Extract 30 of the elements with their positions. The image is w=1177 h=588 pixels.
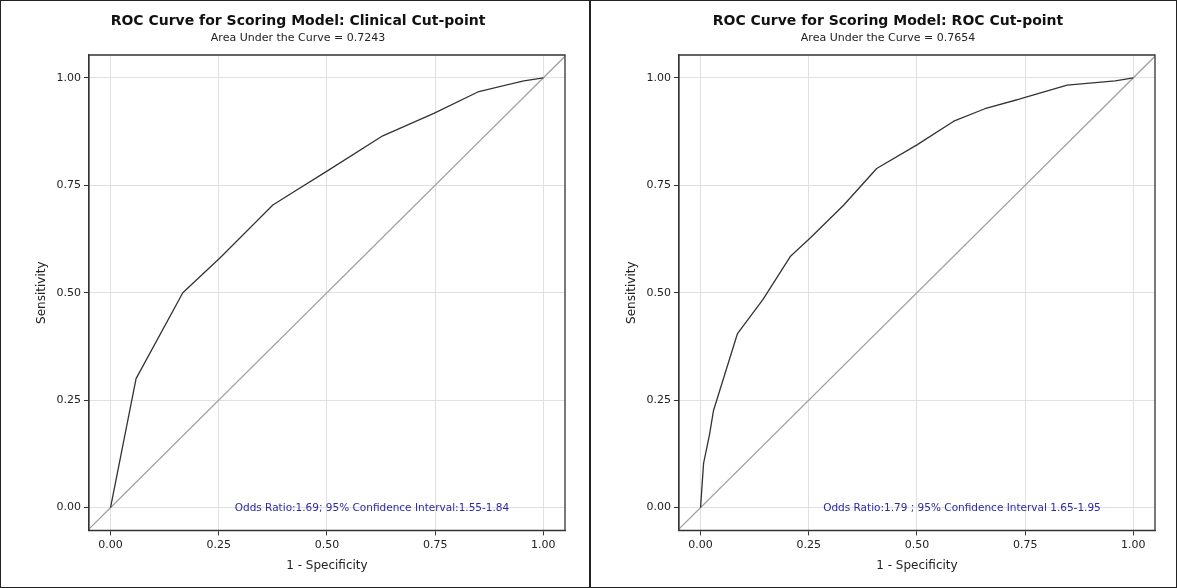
y-tick-label: 1.00 xyxy=(56,70,81,84)
x-tick-label: 0.00 xyxy=(687,537,713,551)
x-tick-label: 0.75 xyxy=(1012,537,1037,551)
x-axis-title: 1 - Specificity xyxy=(875,557,958,572)
chart-subtitle: Area Under the Curve = 0.7243 xyxy=(210,31,386,45)
annotation: Odds Ratio:1.69; 95% Confidence Interval:1.55-1.84 xyxy=(234,501,510,514)
x-tick-label: 0.50 xyxy=(314,537,340,551)
y-tick-label: 0.50 xyxy=(645,285,671,299)
annotation: Odds Ratio:1.79 ; 95% Confidence Interval 1.65-1.95 xyxy=(822,501,1101,514)
y-tick-label: 0.50 xyxy=(56,285,81,299)
chart-subtitle: Area Under the Curve = 0.7654 xyxy=(800,31,975,45)
x-tick-label: 1.00 xyxy=(531,537,556,551)
y-tick-label: 0.75 xyxy=(56,178,81,192)
y-tick-label: 0.00 xyxy=(645,500,671,514)
y-tick-label: 0.75 xyxy=(645,178,671,192)
x-tick-label: 0.25 xyxy=(795,537,821,551)
x-axis-title: 1 - Specificity xyxy=(286,557,368,572)
y-tick-label: 0.25 xyxy=(645,393,671,407)
y-tick-label: 1.00 xyxy=(645,70,671,84)
x-tick-label: 0.50 xyxy=(904,537,929,551)
chart-title: ROC Curve for Scoring Model: Clinical Cut-point xyxy=(110,12,486,29)
x-tick-label: 0.75 xyxy=(422,537,448,551)
y-tick-label: 0.25 xyxy=(56,393,81,407)
y-axis-title: Sensitivity xyxy=(34,261,49,324)
x-tick-label: 1.00 xyxy=(1120,537,1146,551)
y-tick-label: 0.00 xyxy=(56,500,81,514)
chart-title: ROC Curve for Scoring Model: ROC Cut-point xyxy=(712,12,1064,29)
x-tick-label: 0.25 xyxy=(206,537,231,551)
y-axis-title: Sensitivity xyxy=(623,261,638,324)
x-tick-label: 0.00 xyxy=(98,537,123,551)
